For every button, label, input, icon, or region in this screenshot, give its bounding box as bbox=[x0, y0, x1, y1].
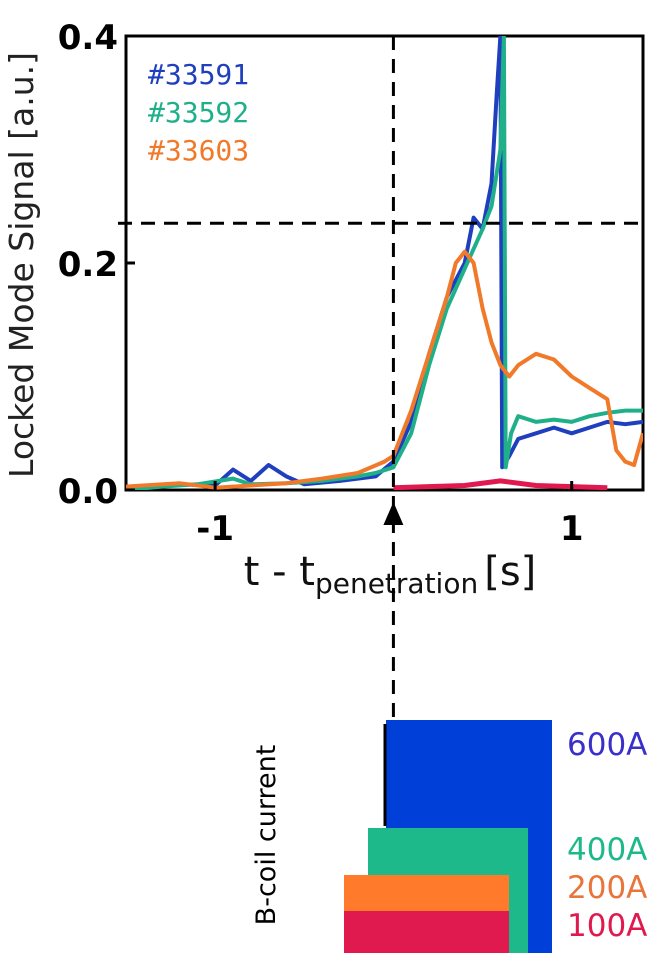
series-line-0 bbox=[126, 36, 643, 490]
x-ticks: -1 1 bbox=[196, 481, 584, 549]
y-tick-label-1: 0.2 bbox=[58, 245, 118, 285]
legend-entry-1: #33592 bbox=[148, 96, 249, 129]
y-tick-label-2: 0.4 bbox=[58, 18, 118, 58]
x-axis-label-subscript: penetration bbox=[315, 567, 478, 600]
bcoil-axis-label: B-coil current bbox=[251, 745, 282, 926]
series-layer bbox=[126, 36, 643, 490]
x-axis-label-unit: [s] bbox=[484, 549, 536, 595]
y-tick-label-0: 0.0 bbox=[58, 472, 118, 512]
x-axis-label-main: t - t bbox=[244, 549, 315, 595]
y-axis-label: Locked Mode Signal [a.u.] bbox=[2, 52, 41, 478]
x-tick-label-1: 1 bbox=[560, 509, 584, 549]
x-axis-label: t - tpenetration [s] bbox=[244, 549, 537, 600]
x-tick-label-0: -1 bbox=[196, 509, 234, 549]
legend-entry-0: #33591 bbox=[148, 58, 249, 91]
y-ticks: 0.0 0.2 0.4 bbox=[58, 18, 135, 512]
label-600a: 600A bbox=[567, 727, 647, 763]
legend-entry-2: #33603 bbox=[148, 134, 249, 167]
penetration-arrow bbox=[383, 502, 404, 525]
label-400a: 400A bbox=[567, 832, 647, 868]
plot-area bbox=[124, 34, 645, 492]
bar-100a bbox=[344, 911, 509, 953]
locked-mode-chart: 0.00.20.4 -1 1 Locked Mode Signal [a.u.] … bbox=[2, 18, 645, 600]
label-100a: 100A bbox=[567, 908, 647, 944]
series-line-2 bbox=[126, 249, 643, 490]
legend: #33591 #33592 #33603 bbox=[148, 58, 249, 167]
bcoil-current-diagram: 600A 400A 200A 100A B-coil current bbox=[251, 720, 647, 953]
label-200a: 200A bbox=[567, 870, 647, 906]
